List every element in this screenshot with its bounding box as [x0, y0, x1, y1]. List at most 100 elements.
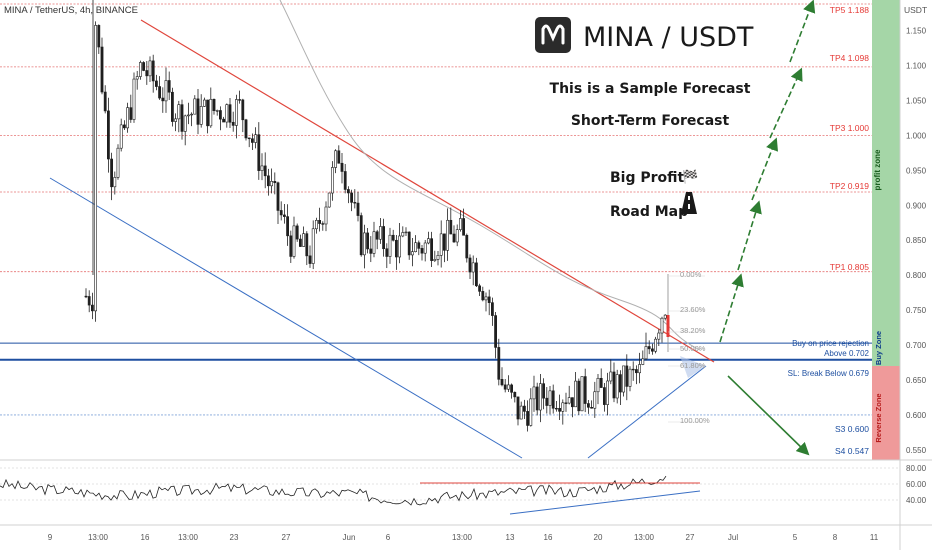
candle-body: [494, 315, 498, 348]
candle-body: [151, 60, 155, 82]
candle-body: [554, 407, 558, 410]
candle-body: [558, 408, 562, 412]
candle-body: [474, 262, 478, 287]
price-tick-label: 0.800: [906, 271, 927, 280]
candle-body: [126, 107, 130, 129]
candle-body: [612, 371, 616, 399]
candle-body: [145, 70, 149, 77]
candle-body: [538, 383, 542, 411]
candle-body: [177, 104, 181, 120]
candle-body: [161, 97, 165, 102]
candle-body: [257, 134, 261, 171]
tp5-label: TP5 1.188: [830, 5, 869, 15]
candle-body: [266, 175, 270, 187]
candle-body: [388, 234, 392, 257]
candle-body: [324, 206, 328, 225]
candle-body: [295, 225, 299, 240]
candle-body: [404, 231, 408, 234]
price-tick-label: 0.950: [906, 166, 927, 175]
price-tick-label: 1.100: [906, 62, 927, 71]
candle-body: [260, 165, 264, 171]
candle-body: [123, 124, 126, 129]
candle-body: [340, 162, 344, 172]
candle-body: [391, 234, 395, 241]
time-tick-label: Jun: [343, 533, 356, 542]
price-tick-label: 1.150: [906, 27, 927, 36]
reverse-zone: [872, 366, 900, 460]
candle-body: [484, 296, 488, 301]
candle-body: [602, 387, 606, 405]
time-tick-label: 13: [506, 533, 515, 542]
price-tick-label: 0.900: [906, 201, 927, 210]
candle-body: [647, 346, 651, 350]
candle-body: [97, 25, 101, 48]
candle-body: [292, 225, 296, 257]
candle-body: [618, 374, 622, 393]
candle-body: [100, 46, 104, 93]
time-tick-label: 13:00: [88, 533, 109, 542]
candle-body: [222, 118, 226, 123]
candle-body: [510, 384, 514, 393]
time-tick-label: 13:00: [178, 533, 199, 542]
profit-zone-label: profit zone: [873, 149, 882, 190]
candle-body: [228, 104, 232, 123]
candle-body: [244, 119, 248, 139]
candle-body: [446, 219, 450, 251]
candle-body: [241, 99, 245, 121]
candle-body: [251, 138, 254, 143]
rsi-tick-label: 40.00: [906, 496, 927, 505]
time-tick-label: 11: [870, 533, 879, 542]
candle-body: [590, 407, 594, 409]
time-tick-label: 20: [594, 533, 603, 542]
candle-body: [311, 228, 315, 264]
candle-body: [385, 248, 389, 257]
candle-body: [215, 110, 219, 112]
upside-target-arrow: [789, 0, 816, 63]
candle-body: [158, 86, 162, 99]
buy-zone-label: Buy Zone: [874, 331, 883, 365]
rsi-tick-label: 80.00: [906, 464, 927, 473]
candle-body: [107, 110, 110, 160]
candle-body: [634, 369, 638, 374]
candle-body: [398, 235, 402, 258]
candle-body: [570, 397, 574, 408]
candle-body: [586, 403, 590, 408]
candle-body: [187, 114, 190, 117]
candle-body: [414, 242, 418, 252]
upside-target-arrow: [751, 137, 779, 201]
candle-body: [417, 242, 421, 249]
candle-body: [276, 182, 280, 211]
candle-body: [327, 192, 331, 208]
candle-body: [490, 302, 494, 316]
fib-236-label: 23.60%: [680, 305, 706, 314]
symbol-header: MINA / TetherUS, 4h, BINANCE: [4, 5, 138, 16]
upside-target-arrow: [769, 67, 803, 139]
candle-body: [500, 379, 504, 386]
fib-0-label: 0.00%: [680, 270, 702, 279]
candle-body: [660, 317, 664, 334]
candle-body: [193, 98, 197, 115]
candle-body: [596, 377, 600, 393]
candle-body: [203, 99, 206, 107]
candle-body: [430, 238, 434, 261]
time-tick-label: 27: [686, 533, 695, 542]
candle-body: [641, 358, 645, 365]
candle-body: [458, 218, 462, 230]
rising-support-line: [587, 365, 707, 459]
candle-body: [465, 234, 469, 259]
candle-body: [615, 374, 619, 399]
candle-body: [625, 365, 629, 387]
candle-body: [654, 338, 658, 352]
candle-body: [337, 150, 341, 164]
finish-flag-icon: 🏁: [682, 169, 698, 184]
candle-body: [503, 384, 507, 390]
candle-body: [305, 233, 309, 257]
candle-body: [471, 262, 475, 273]
candle-body: [199, 106, 203, 125]
price-tick-label: 1.000: [906, 131, 927, 140]
candle-body: [110, 158, 114, 188]
candle-body: [478, 285, 482, 292]
candle-body: [535, 386, 539, 411]
